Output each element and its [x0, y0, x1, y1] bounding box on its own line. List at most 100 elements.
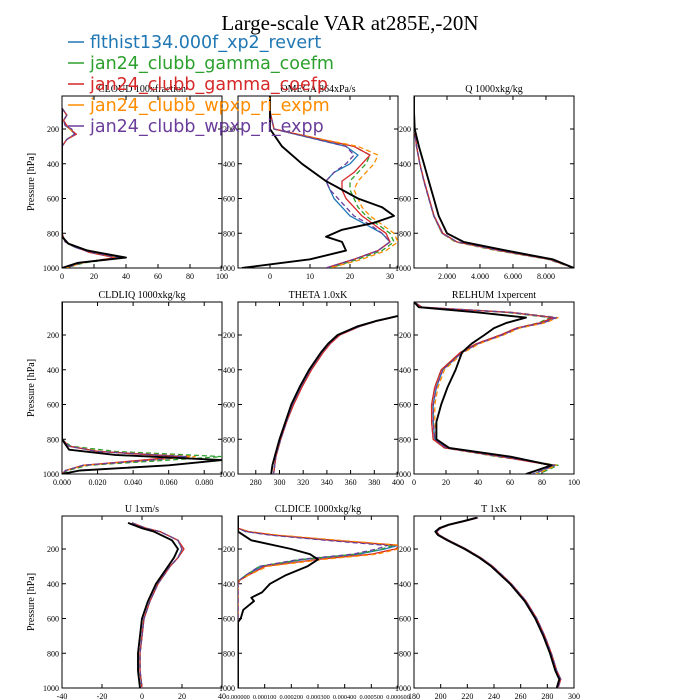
- x-tick-label: 20: [442, 478, 450, 487]
- x-tick-label: 10: [306, 272, 314, 281]
- x-tick-label: 2.000: [438, 272, 456, 281]
- y-tick-label: 800: [47, 229, 59, 238]
- x-tick-label: 320: [297, 478, 309, 487]
- y-tick-label: 400: [47, 160, 59, 169]
- x-tick-label: 340: [321, 478, 333, 487]
- series-line-5: [434, 516, 561, 688]
- panel-7: CLDICE 1000xkg/kg20040060080010000.00000…: [219, 504, 410, 700]
- y-tick-label: 600: [223, 195, 235, 204]
- y-tick-label: 1000: [219, 470, 235, 479]
- legend-item-3: jan24_clubb_wpxp_ri_expm: [68, 96, 330, 116]
- legend-label: jan24_clubb_gamma_coefm: [89, 54, 334, 74]
- series-group: [414, 96, 574, 268]
- x-tick-label: 300: [568, 692, 580, 700]
- legend-label: jan24_clubb_wpxp_ri_expm: [89, 96, 330, 116]
- x-tick-label: 280: [250, 478, 262, 487]
- series-line-4: [62, 107, 119, 268]
- x-tick-label: 380: [368, 478, 380, 487]
- y-tick-label: 800: [223, 435, 235, 444]
- panel-title: THETA 1.0xK: [289, 290, 348, 301]
- y-tick-label: 200: [399, 545, 411, 554]
- y-axis-label: Pressure [hPa]: [26, 359, 37, 417]
- legend-label: jan24_clubb_wpxp_ri_expp: [89, 117, 324, 137]
- plot-frame: [413, 301, 575, 475]
- series-line-5: [127, 522, 179, 688]
- y-tick-label: 400: [399, 366, 411, 375]
- x-tick-label: 30: [386, 272, 394, 281]
- series-line-4: [414, 302, 558, 474]
- x-tick-label: 80: [538, 478, 546, 487]
- panel-title: T 1xK: [481, 504, 507, 515]
- series-line-5: [241, 96, 395, 268]
- y-tick-label: 400: [223, 160, 235, 169]
- legend: flthist134.000f_xp2_revertjan24_clubb_ga…: [68, 33, 334, 137]
- panel-2: Q 1000xkg/kg 200 400 600 800 1000 2.000 4.000 6.…: [395, 84, 575, 281]
- series-line-5: [414, 302, 553, 474]
- x-tick-label: 200: [435, 692, 447, 700]
- series-line-4: [131, 522, 183, 688]
- x-tick-label: 100: [216, 272, 228, 281]
- series-line-5: [270, 314, 398, 474]
- x-tick-label: 400: [392, 478, 404, 487]
- y-tick-label: 600: [47, 195, 59, 204]
- y-tick-label: 400: [399, 160, 411, 169]
- y-tick-label: 1000: [43, 264, 59, 273]
- legend-item-4: jan24_clubb_wpxp_ri_expp: [68, 117, 324, 137]
- y-tick-label: 1000: [395, 470, 411, 479]
- x-tick-label: 60: [154, 272, 162, 281]
- y-tick-label: 400: [47, 580, 59, 589]
- x-tick-label: 0.020: [89, 478, 107, 487]
- legend-label: jan24_clubb_gamma_coefp: [89, 75, 328, 95]
- y-tick-label: 400: [47, 366, 59, 375]
- x-tick-label: 20: [178, 692, 186, 700]
- series-group: [62, 302, 222, 474]
- x-tick-label: 260: [515, 692, 527, 700]
- series-line-2: [414, 302, 554, 474]
- y-tick-label: 200: [223, 545, 235, 554]
- y-tick-label: 600: [223, 615, 235, 624]
- panel-title: CLDLIQ 1000xkg/kg: [99, 290, 186, 301]
- series-line-5: [238, 516, 319, 688]
- legend-label: flthist134.000f_xp2_revert: [90, 33, 321, 53]
- y-tick-label: 600: [399, 401, 411, 410]
- x-tick-label: 0.000000: [226, 694, 250, 700]
- x-tick-label: 0.000500: [360, 694, 384, 700]
- x-tick-label: 0.000200: [280, 694, 304, 700]
- series-group: [414, 302, 559, 474]
- legend-item-1: jan24_clubb_gamma_coefm: [68, 54, 334, 74]
- y-tick-label: 600: [399, 195, 411, 204]
- x-tick-label: 40: [122, 272, 130, 281]
- y-tick-label: 200: [47, 125, 59, 134]
- series-group: [127, 522, 185, 688]
- x-tick-label: 180: [408, 692, 420, 700]
- y-tick-label: 800: [223, 229, 235, 238]
- y-tick-label: 600: [47, 615, 59, 624]
- series-line-5: [62, 108, 127, 268]
- x-tick-label: 0.000600: [386, 694, 410, 700]
- x-tick-label: 0: [412, 478, 416, 487]
- series-line-3: [238, 516, 398, 688]
- series-line-2: [62, 107, 116, 268]
- y-tick-label: 1000: [219, 684, 235, 693]
- series-line-4: [414, 96, 574, 268]
- x-tick-label: 80: [186, 272, 194, 281]
- y-tick-label: 400: [223, 366, 235, 375]
- x-tick-label: 280: [541, 692, 553, 700]
- y-tick-label: 400: [399, 580, 411, 589]
- x-tick-label: 60: [506, 478, 514, 487]
- series-line-3: [414, 96, 574, 268]
- panel-title: CLDICE 1000xkg/kg: [275, 504, 361, 515]
- y-tick-label: 1000: [43, 470, 59, 479]
- y-tick-label: 600: [47, 401, 59, 410]
- x-tick-label: -20: [97, 692, 108, 700]
- series-line-1: [62, 302, 222, 474]
- y-tick-label: 800: [399, 229, 411, 238]
- y-tick-label: 800: [47, 649, 59, 658]
- x-tick-label: 8.000: [537, 272, 555, 281]
- y-tick-label: 600: [399, 615, 411, 624]
